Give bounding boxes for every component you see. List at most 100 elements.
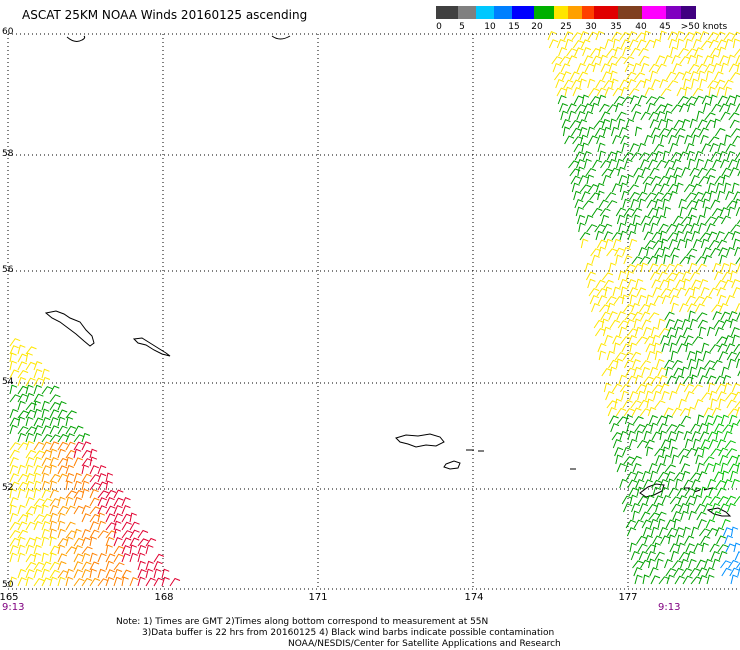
wind-barb <box>734 400 740 409</box>
wind-barb <box>17 426 29 435</box>
wind-barb <box>674 223 684 233</box>
wind-barb <box>627 79 637 89</box>
wind-barb <box>584 158 592 169</box>
wind-barb <box>121 513 132 523</box>
wind-barb <box>647 302 656 313</box>
wind-barb <box>653 295 664 305</box>
wind-barb <box>638 399 649 409</box>
lat-label: 52 <box>2 483 14 493</box>
wind-barb <box>631 302 640 313</box>
wind-barb <box>726 448 737 457</box>
wind-barb <box>735 206 740 217</box>
wind-barb <box>579 184 591 193</box>
wind-barb <box>97 568 106 579</box>
wind-barb <box>636 439 648 449</box>
wind-barb <box>65 576 74 587</box>
wind-barb <box>33 552 42 563</box>
wind-barb <box>601 318 609 329</box>
wind-barb <box>629 542 637 553</box>
wind-barb <box>9 488 17 499</box>
wind-barb <box>598 246 606 257</box>
wind-barb <box>648 63 660 73</box>
wind-barb <box>89 577 101 587</box>
wind-barb <box>653 342 661 353</box>
wind-barb <box>89 521 99 531</box>
wind-barb <box>612 87 623 97</box>
wind-barb <box>670 151 682 161</box>
wind-barb <box>725 190 735 201</box>
wind-barb <box>614 46 623 57</box>
wind-barb <box>57 544 66 555</box>
wind-barb <box>701 295 713 305</box>
wind-barb <box>703 503 713 513</box>
wind-barb <box>590 47 601 57</box>
wind-barb <box>684 438 693 449</box>
wind-barb <box>648 414 658 425</box>
wind-barb <box>596 287 608 297</box>
wind-barb <box>25 464 34 475</box>
wind-barb <box>649 271 660 281</box>
wind-barb <box>552 62 562 73</box>
wind-barb <box>693 191 704 201</box>
wind-barb <box>629 294 637 305</box>
wind-barb <box>620 39 631 49</box>
wind-barb <box>681 118 691 129</box>
wind-barb <box>588 287 600 297</box>
wind-barb <box>625 319 635 329</box>
wind-barb <box>686 150 695 161</box>
wind-barb <box>121 521 132 531</box>
scale-label: 20 <box>531 22 543 32</box>
wind-barb <box>654 247 665 257</box>
wind-barb <box>628 238 638 249</box>
wind-barb <box>41 416 51 427</box>
wind-barb <box>588 87 600 97</box>
wind-barb <box>697 70 706 81</box>
wind-barb <box>603 382 612 393</box>
wind-barb <box>613 342 621 353</box>
wind-barb <box>712 462 721 473</box>
wind-barb <box>673 518 681 529</box>
wind-barb <box>716 39 727 49</box>
wind-barb <box>672 159 682 169</box>
wind-barb <box>655 55 665 65</box>
wind-barb <box>677 495 688 505</box>
wind-barb <box>737 566 740 577</box>
wind-barb <box>720 262 730 273</box>
wind-barb <box>735 103 740 113</box>
wind-barb <box>644 87 654 97</box>
wind-barb <box>689 271 700 281</box>
wind-barb <box>707 478 716 489</box>
scale-swatch-6 <box>554 6 568 19</box>
wind-barb <box>708 39 719 49</box>
wind-barb <box>105 576 115 587</box>
wind-barb <box>663 103 673 113</box>
wind-barb <box>692 486 702 497</box>
wind-barb <box>726 246 735 257</box>
wind-barb <box>696 158 704 169</box>
wind-barb <box>575 206 584 217</box>
wind-barb <box>578 222 586 233</box>
scale-label: 0 <box>436 22 442 32</box>
wind-barb <box>608 311 618 321</box>
wind-barb <box>729 119 740 129</box>
wind-barb <box>637 294 647 305</box>
wind-barb <box>646 350 656 361</box>
wind-barb <box>701 542 709 553</box>
wind-barb <box>728 63 739 73</box>
wind-barb <box>674 326 684 337</box>
wind-barb <box>642 176 654 185</box>
wind-barb <box>679 303 689 313</box>
wind-barb <box>17 481 29 491</box>
wind-barb <box>621 142 630 153</box>
scale-label: >50 knots <box>680 22 728 32</box>
wind-barb <box>33 425 43 435</box>
wind-barb <box>73 441 84 451</box>
wind-barb <box>644 534 653 545</box>
wind-barb <box>650 375 662 385</box>
wind-barb <box>25 352 33 363</box>
wind-barb <box>579 78 587 89</box>
wind-barb <box>679 206 688 217</box>
wind-barb <box>551 56 563 65</box>
wind-barb <box>654 198 663 209</box>
wind-barb <box>668 334 677 345</box>
